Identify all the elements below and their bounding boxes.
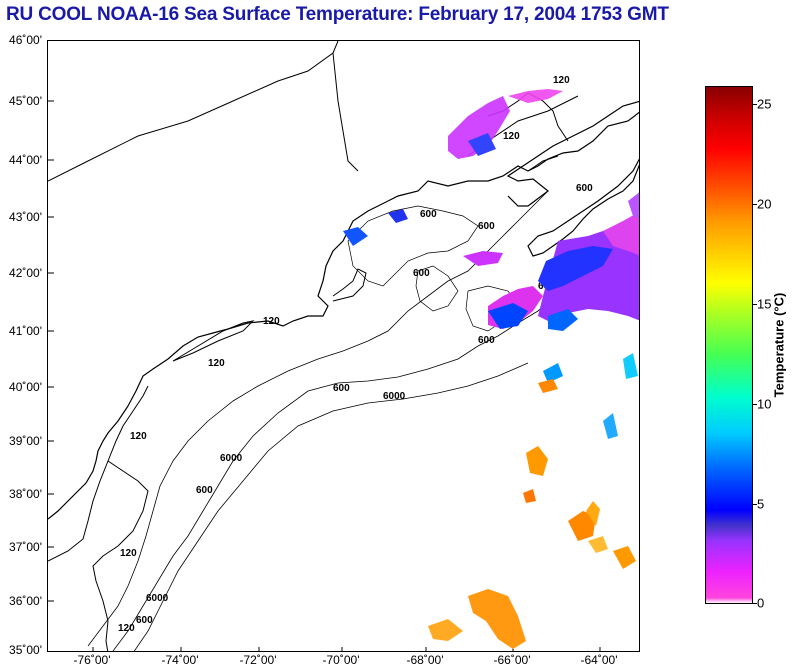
contour-label: 120: [130, 431, 147, 442]
lon-label-72: -72˚00': [239, 653, 277, 667]
contour-label: 120: [553, 75, 570, 86]
contour-6000: [133, 362, 529, 651]
colorbar-label: Temperature (°C): [771, 292, 787, 398]
colorbar-tick-mark: [753, 204, 757, 205]
lon-label-66: -66˚00': [493, 653, 531, 667]
sst-map: 120 120 600 600 600 600 6000 120 120 600…: [47, 40, 640, 652]
colorbar-tick-25: 25: [757, 96, 772, 112]
coastline: [48, 111, 639, 520]
contour-label: 120: [208, 358, 225, 369]
colorbar-tick-mark: [753, 504, 757, 505]
contour-label: 600: [196, 485, 213, 496]
contour-label: 600: [420, 209, 437, 220]
colorbar-tick-15: 15: [757, 296, 772, 312]
colorbar-tick-mark: [753, 104, 757, 105]
lon-label-68: -68˚00': [406, 653, 444, 667]
lat-label-36: 36˚00': [9, 594, 42, 608]
contour-label: 600: [478, 335, 495, 346]
contour-label: 120: [503, 131, 520, 142]
contour-label: 120: [118, 623, 135, 634]
contour-label: 600: [576, 183, 593, 194]
temperature-colorbar: [705, 86, 753, 604]
lat-label-42: 42˚00': [9, 266, 42, 280]
sst-cool-patches: [343, 133, 638, 439]
contour-label: 120: [120, 548, 137, 559]
contour-label: 6000: [146, 593, 169, 604]
nova-scotia: [506, 100, 639, 257]
colorbar-tick-5: 5: [757, 496, 765, 512]
colorbar-tick-20: 20: [757, 196, 772, 212]
contour-label: 6000: [383, 391, 406, 402]
frame-ticks: [48, 100, 601, 651]
lat-label-35: 35˚00': [9, 643, 42, 657]
lat-label-37: 37˚00': [9, 540, 42, 554]
lat-label-46: 46˚00': [9, 33, 42, 47]
lon-label-70: -70˚00': [322, 653, 360, 667]
colorbar-tick-10: 10: [757, 396, 772, 412]
sst-warm-patches: [428, 379, 636, 649]
lat-label-44: 44˚00': [9, 153, 42, 167]
contour-label: 600: [478, 221, 495, 232]
long-island: [172, 320, 255, 362]
contour-label: 600: [413, 268, 430, 279]
map-canvas: 120 120 600 600 600 600 6000 120 120 600…: [48, 41, 639, 651]
lat-label-41: 41˚00': [9, 324, 42, 338]
colorbar-tick-mark: [753, 404, 757, 405]
cape-cod: [332, 268, 367, 302]
colorbar-tick-mark: [753, 304, 757, 305]
lon-label-64: -64˚00': [580, 653, 618, 667]
colorbar-tick-0: 0: [757, 595, 765, 611]
colorbar-tick-mark: [753, 603, 757, 604]
contour-label: 6000: [220, 453, 243, 464]
lat-label-45: 45˚00': [9, 94, 42, 108]
lon-label-74: -74˚00': [161, 653, 199, 667]
lat-label-39: 39˚00': [9, 434, 42, 448]
chart-title: RU COOL NOAA-16 Sea Surface Temperature:…: [6, 4, 669, 25]
contour-label: 120: [263, 316, 280, 327]
lon-label-76: -76˚00': [73, 653, 111, 667]
lat-label-43: 43˚00': [9, 210, 42, 224]
contour-label: 600: [136, 615, 153, 626]
lat-label-40: 40˚00': [9, 380, 42, 394]
chesapeake: [48, 385, 149, 651]
contour-label: 600: [333, 383, 350, 394]
lat-label-38: 38˚00': [9, 487, 42, 501]
